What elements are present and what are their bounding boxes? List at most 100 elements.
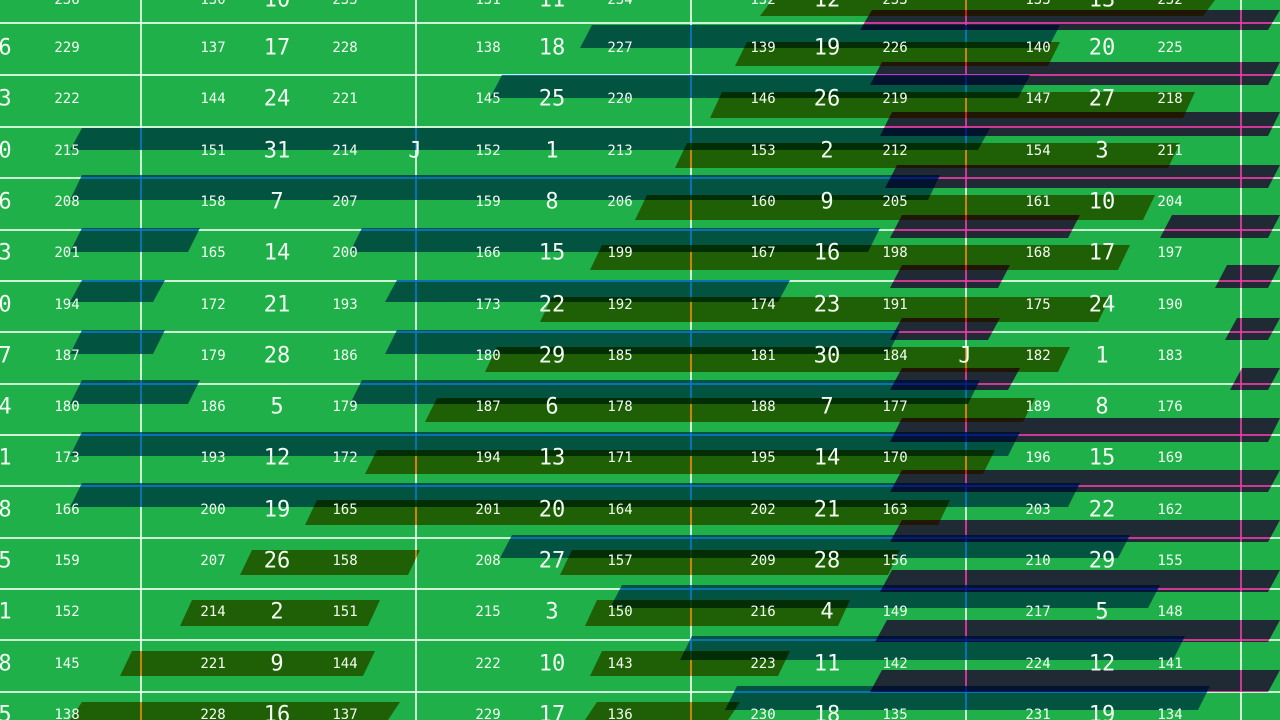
day-of-month: 15 — [1088, 445, 1116, 471]
days-remaining: 234 — [607, 0, 633, 8]
day-of-month: 1 — [1095, 343, 1109, 369]
day-of-year: 203 — [1025, 501, 1051, 518]
days-remaining: 219 — [882, 91, 908, 108]
day-of-month: 9 — [820, 189, 834, 215]
days-remaining: 164 — [607, 501, 633, 518]
day-of-month: 7 — [0, 343, 12, 369]
days-remaining: 207 — [332, 193, 358, 210]
day-of-month: 26 — [813, 86, 841, 112]
day-of-month: 1 — [545, 138, 559, 164]
blue-stripe — [500, 535, 1130, 558]
pink-stripe — [890, 318, 1000, 340]
day-of-month: 26 — [263, 548, 291, 574]
days-remaining: 191 — [882, 296, 908, 313]
day-of-year: 208 — [475, 553, 501, 569]
day-of-month: 8 — [545, 189, 559, 215]
day-of-month: 9 — [270, 651, 284, 677]
days-remaining: 158 — [332, 553, 358, 569]
day-of-month: 27 — [1088, 86, 1116, 112]
day-of-month: 12 — [263, 445, 291, 471]
day-of-year: 131 — [475, 0, 501, 8]
grid-line-horizontal — [0, 691, 1280, 693]
days-remaining: 229 — [54, 40, 80, 56]
month-initial: J — [958, 343, 972, 369]
days-remaining: 177 — [882, 399, 908, 416]
pink-stripe — [1230, 368, 1280, 390]
day-of-month: 21 — [263, 292, 291, 317]
days-remaining: 193 — [332, 296, 358, 313]
day-of-month: 6 — [545, 394, 559, 420]
days-remaining: 228 — [332, 40, 358, 56]
blue-stripe — [350, 228, 880, 252]
day-of-year: 158 — [200, 193, 226, 210]
days-remaining: 186 — [332, 347, 358, 364]
blue-stripe — [70, 280, 165, 302]
days-remaining: 206 — [607, 193, 633, 210]
day-of-year: 182 — [1025, 347, 1051, 364]
days-remaining: 178 — [607, 399, 633, 416]
day-of-month: 8 — [0, 651, 12, 677]
day-of-month: 3 — [1095, 138, 1109, 164]
days-remaining: 235 — [332, 0, 358, 8]
day-of-month: 24 — [1088, 292, 1116, 317]
day-of-month: 10 — [263, 0, 291, 13]
day-of-month: 16 — [813, 240, 841, 266]
day-of-month: 28 — [813, 548, 841, 574]
days-remaining: 143 — [607, 655, 633, 672]
day-of-month: 6 — [0, 189, 12, 215]
orange-stripe — [120, 651, 375, 676]
day-of-year: 196 — [1025, 450, 1051, 467]
day-of-month: 19 — [263, 497, 291, 523]
day-of-month: 22 — [1088, 497, 1116, 523]
blue-stripe — [350, 380, 980, 404]
days-remaining: 190 — [1157, 296, 1183, 313]
day-of-month: 28 — [263, 343, 291, 369]
days-remaining: 199 — [607, 245, 633, 262]
grid-line-vertical — [1240, 0, 1242, 720]
day-of-year: 229 — [475, 706, 501, 720]
day-of-month: 29 — [1088, 548, 1116, 574]
day-of-year: 174 — [750, 296, 776, 313]
days-remaining: 170 — [882, 450, 908, 467]
day-of-month: 11 — [813, 651, 841, 677]
day-of-month: 2 — [820, 138, 834, 164]
day-of-month: 3 — [545, 599, 559, 625]
days-remaining: 176 — [1157, 399, 1183, 416]
days-remaining: 173 — [54, 450, 80, 467]
day-of-month: 24 — [263, 86, 291, 112]
pink-stripe — [1225, 318, 1280, 340]
days-remaining: 205 — [882, 193, 908, 210]
day-of-year: 217 — [1025, 604, 1051, 621]
blue-stripe — [385, 280, 790, 302]
day-of-year: 161 — [1025, 193, 1051, 210]
day-of-month: 14 — [263, 240, 291, 266]
day-of-year: 181 — [750, 347, 776, 364]
day-of-year: 180 — [475, 347, 501, 364]
days-remaining: 155 — [1157, 553, 1183, 569]
orange-stripe — [240, 550, 420, 575]
day-of-year: 216 — [750, 604, 776, 621]
grid-line-horizontal — [0, 126, 1280, 128]
day-of-year: 168 — [1025, 245, 1051, 262]
blue-stripe — [385, 330, 900, 354]
pink-stripe — [1160, 215, 1280, 238]
day-of-month: 7 — [270, 189, 284, 215]
day-of-year: 189 — [1025, 399, 1051, 416]
days-remaining: 211 — [1157, 142, 1183, 159]
days-remaining: 225 — [1157, 40, 1183, 56]
day-of-year: 151 — [200, 142, 226, 159]
day-of-month: 29 — [538, 343, 566, 369]
day-of-month: 10 — [1088, 189, 1116, 215]
days-remaining: 142 — [882, 655, 908, 672]
days-remaining: 165 — [332, 501, 358, 518]
days-remaining: 149 — [882, 604, 908, 621]
day-of-year: 215 — [475, 604, 501, 621]
day-of-year: 130 — [200, 0, 226, 8]
blue-stripe — [580, 25, 1060, 48]
days-remaining: 212 — [882, 142, 908, 159]
days-remaining: 135 — [882, 706, 908, 720]
day-of-year: 144 — [200, 91, 226, 108]
day-of-month: 13 — [1088, 0, 1116, 13]
day-of-year: 133 — [1025, 0, 1051, 8]
day-of-month: 23 — [813, 292, 841, 317]
